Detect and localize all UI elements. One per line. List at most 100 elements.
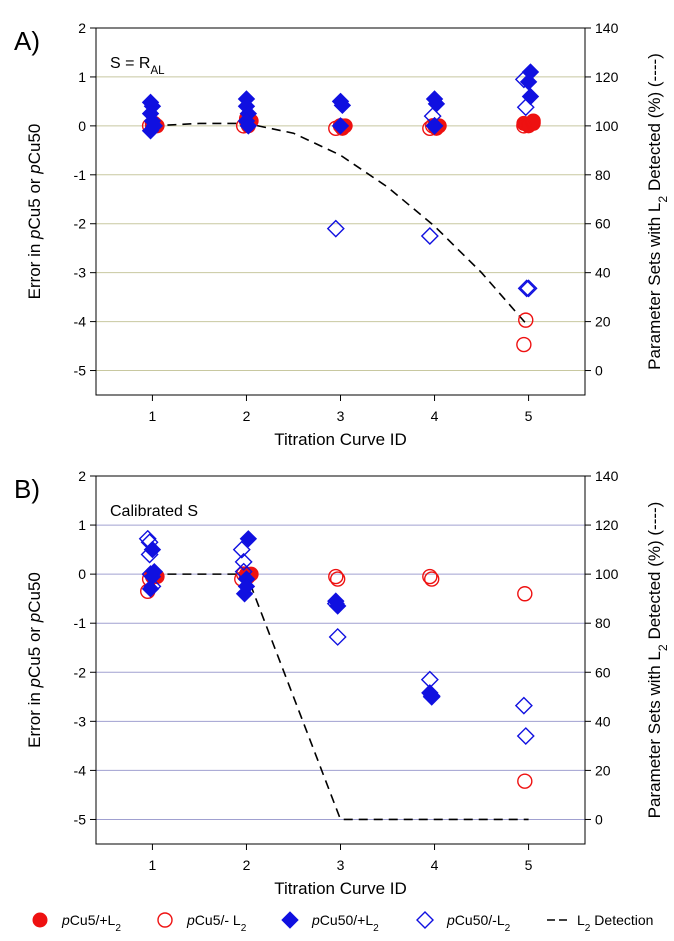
data-point [516, 98, 535, 117]
legend-item: pCu50/+L2 [281, 911, 379, 934]
data-point [138, 529, 157, 548]
legend-symbol [281, 911, 299, 929]
data-point [517, 586, 533, 602]
data-point [423, 107, 442, 126]
data-point [234, 562, 253, 581]
y2-tick-label: 120 [595, 69, 619, 85]
data-point [521, 87, 540, 106]
legend-label: pCu5/+L2 [61, 912, 121, 934]
data-point [525, 113, 541, 129]
legend-item: pCu5/+L2 [32, 912, 121, 934]
data-point [516, 727, 535, 746]
y-tick-label: -4 [74, 762, 87, 778]
y2-tick-label: 100 [595, 566, 619, 582]
data-point [239, 117, 258, 135]
y-tick-label: -5 [74, 363, 87, 379]
data-point [328, 568, 344, 585]
y-tick-label: -2 [74, 664, 87, 680]
data-point [519, 279, 538, 298]
x-tick-label: 5 [525, 408, 533, 424]
y-tick-label: -3 [74, 265, 87, 281]
data-point [516, 118, 532, 134]
y2-axis-label: Parameter Sets with L2 Detected (%) (---… [645, 53, 670, 370]
panel-annotation: S = RAL [110, 55, 165, 77]
y-axis-label: Error in pCu5 or pCu50 [25, 572, 44, 748]
y2-tick-label: 0 [595, 811, 603, 827]
y2-tick-label: 40 [595, 265, 611, 281]
data-point [517, 773, 533, 789]
y-tick-label: 1 [78, 69, 86, 85]
data-point [422, 687, 441, 706]
y2-tick-label: 40 [595, 713, 611, 729]
legend-label: pCu50/-L2 [446, 912, 511, 934]
legend: pCu5/+L2 pCu5/- L2 pCu50/+L2 pCu50/-L2 L2 De… [32, 911, 653, 934]
legend-symbol [32, 912, 48, 928]
data-point [517, 279, 536, 298]
data-point [329, 571, 346, 587]
series-pcu50-l2 [138, 529, 535, 746]
data-point [518, 312, 534, 328]
y-tick-label: -1 [74, 615, 87, 631]
data-point [514, 70, 533, 89]
series-pcu50-l2 [326, 70, 538, 298]
plot-frame [95, 27, 586, 396]
data-point [333, 96, 352, 115]
data-point [331, 117, 350, 135]
y2-tick-label: 60 [595, 664, 611, 680]
data-point [514, 696, 533, 715]
data-point [140, 545, 159, 564]
data-point [326, 219, 345, 238]
y-tick-label: 0 [78, 118, 86, 134]
legend-symbol [157, 912, 173, 928]
data-point [424, 571, 440, 587]
y2-tick-label: 0 [595, 363, 603, 379]
data-point [326, 594, 345, 613]
y2-tick-label: 20 [595, 314, 611, 330]
x-tick-label: 4 [431, 857, 439, 873]
y-tick-label: 2 [78, 468, 86, 484]
y2-tick-label: 120 [595, 517, 619, 533]
x-axis-label: Titration Curve ID [274, 430, 407, 449]
data-point [141, 565, 160, 584]
x-tick-label: 2 [243, 857, 251, 873]
data-point [420, 226, 439, 245]
series-pcu50-l2 [141, 530, 441, 705]
legend-item: pCu5/- L2 [157, 912, 247, 934]
series-pcu5-l2 [141, 113, 534, 353]
data-point [234, 552, 253, 571]
x-tick-label: 1 [149, 857, 157, 873]
y2-tick-label: 20 [595, 762, 611, 778]
y-axis-label: Error in pCu5 or pCu50 [25, 124, 44, 300]
y-tick-label: 2 [78, 20, 86, 36]
y2-tick-label: 140 [595, 468, 619, 484]
legend-label: L2 Detection [577, 912, 653, 934]
y-tick-label: -3 [74, 713, 87, 729]
data-point [420, 670, 439, 689]
y-tick-label: 0 [78, 566, 86, 582]
x-tick-label: 5 [525, 857, 533, 873]
detection-line [152, 573, 529, 821]
y-tick-label: -5 [74, 811, 87, 827]
x-tick-label: 1 [149, 408, 157, 424]
y-tick-label: -4 [74, 314, 87, 330]
plot-frame [95, 475, 586, 845]
x-tick-label: 3 [337, 857, 345, 873]
y2-tick-label: 80 [595, 167, 611, 183]
x-tick-label: 3 [337, 408, 345, 424]
legend-symbol [416, 911, 434, 929]
data-point [140, 533, 159, 552]
data-point [422, 568, 438, 585]
data-point [237, 577, 256, 596]
x-tick-label: 4 [431, 408, 439, 424]
y2-tick-label: 80 [595, 615, 611, 631]
data-point [425, 116, 444, 135]
data-point [239, 530, 258, 548]
x-axis-label: Titration Curve ID [274, 879, 407, 898]
y2-tick-label: 140 [595, 20, 619, 36]
data-point [141, 122, 160, 140]
y2-tick-label: 100 [595, 118, 619, 134]
y-tick-label: -1 [74, 167, 87, 183]
